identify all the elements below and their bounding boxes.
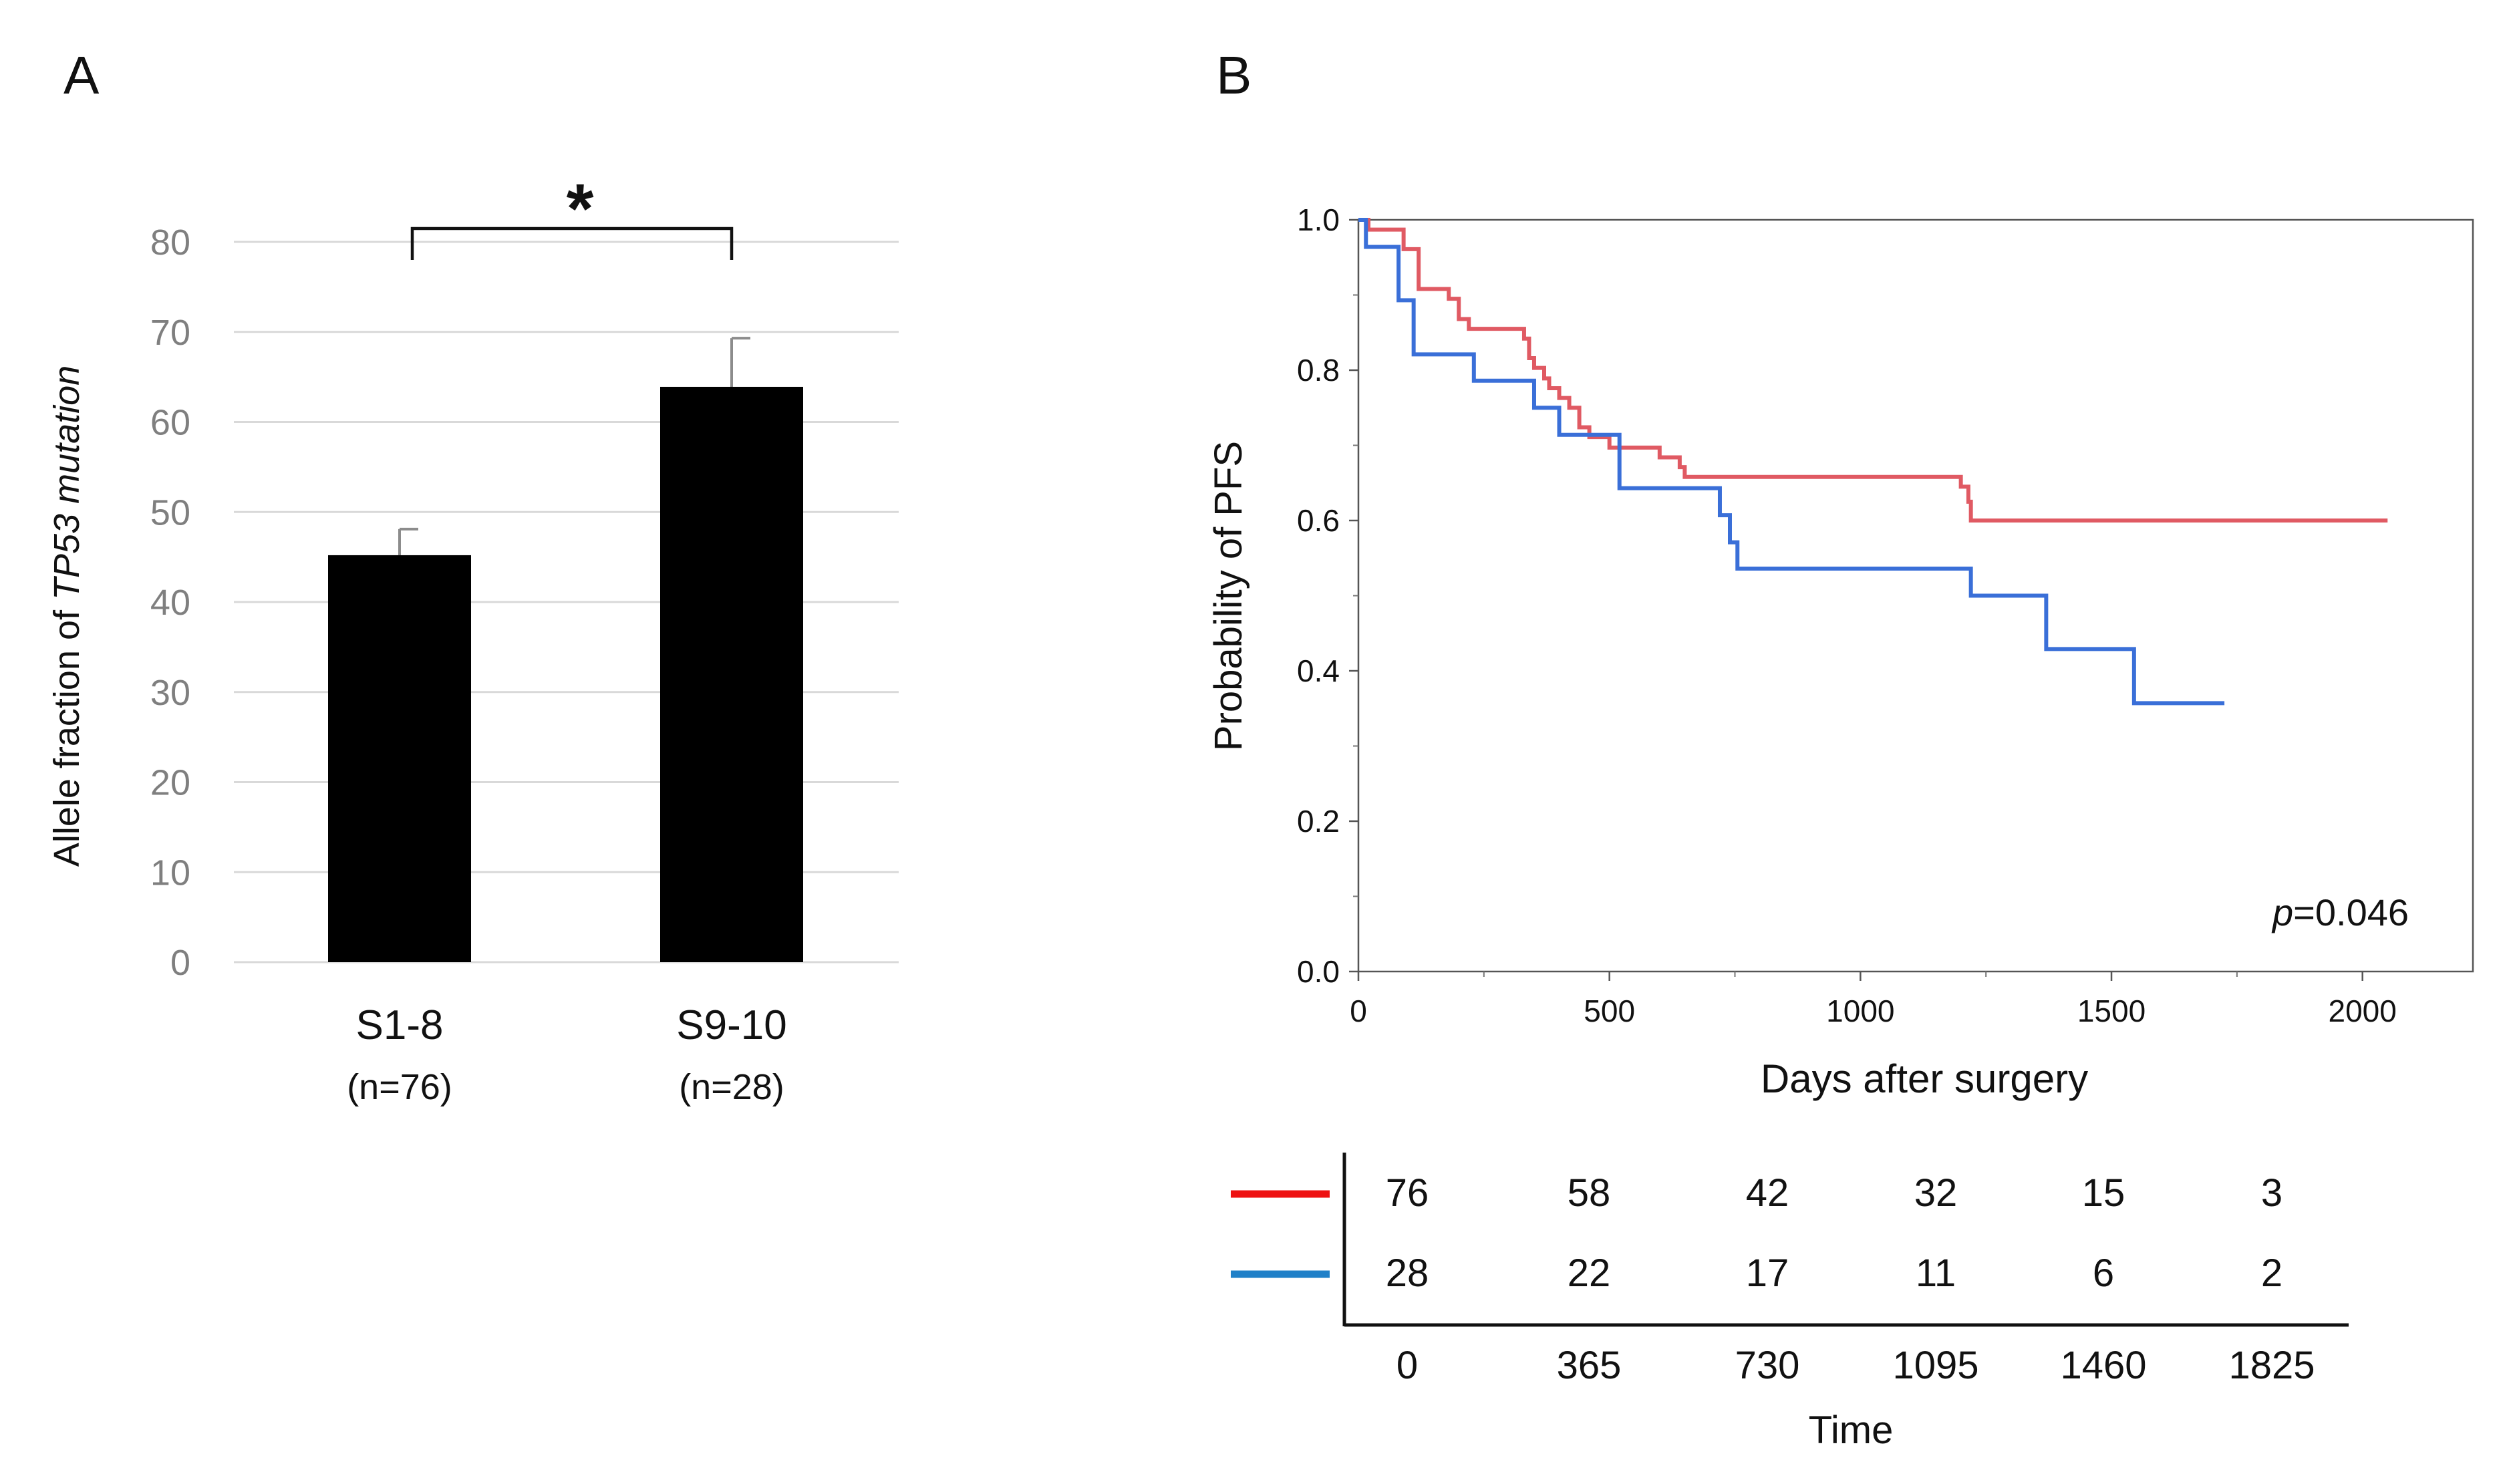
km-x-axis-label: Days after surgery	[1761, 1056, 2088, 1101]
number-at-risk-table: 76 58 42 32 15 3 28 22 17 11 6 2 0 365 730 1095 1460 182…	[1231, 1153, 2349, 1452]
y-tick-label: 1.0	[1297, 202, 1340, 237]
y-tick-label: 80	[150, 222, 190, 263]
risk-count: 42	[1746, 1171, 1789, 1215]
category-sublabel: (n=28)	[679, 1067, 784, 1107]
y-tick-label: 60	[150, 403, 190, 443]
y-tick-label: 0.4	[1297, 653, 1340, 688]
bar-chart-category-labels: S1-8 (n=76) S9-10 (n=28)	[347, 1002, 787, 1107]
risk-table-x-label: Time	[1809, 1408, 1894, 1452]
category-label: S1-8	[356, 1002, 444, 1048]
p-value-symbol: p	[2271, 891, 2293, 933]
km-survival-curves	[1358, 218, 2388, 706]
p-value-number: =0.046	[2293, 891, 2409, 933]
category-label: S9-10	[676, 1002, 786, 1048]
risk-count: 32	[1914, 1171, 1958, 1215]
risk-time-label: 1825	[2228, 1344, 2315, 1387]
km-y-axis-label: Probability of PFS	[1207, 441, 1250, 751]
risk-count: 58	[1568, 1171, 1611, 1215]
risk-time-label: 730	[1735, 1344, 1800, 1387]
risk-count: 11	[1916, 1251, 1956, 1295]
y-tick-label: 0.6	[1297, 503, 1340, 538]
risk-time-label: 1095	[1892, 1344, 1978, 1387]
km-p-value: p=0.046	[2271, 891, 2409, 933]
risk-count: 28	[1386, 1251, 1429, 1295]
y-tick-label: 0.0	[1297, 954, 1340, 989]
risk-time-label: 365	[1557, 1344, 1622, 1387]
x-tick-label: 500	[1584, 994, 1635, 1028]
bar-chart-y-axis-label: Allele fraction of TP53 mutation	[47, 365, 87, 867]
category-sublabel: (n=76)	[347, 1067, 452, 1107]
risk-count: 17	[1746, 1251, 1789, 1295]
y-tick-label: 40	[150, 583, 190, 623]
bar-chart-bars	[328, 337, 803, 962]
risk-count: 76	[1386, 1171, 1429, 1215]
x-tick-label: 0	[1350, 994, 1367, 1028]
x-tick-label: 2000	[2329, 994, 2397, 1028]
bar-chart-y-tick-labels: 0 10 20 30 40 50 60 70 80	[150, 222, 190, 983]
y-tick-label: 10	[150, 853, 190, 893]
km-curve-s1-8	[1358, 218, 2388, 523]
panel-label-b: B	[1216, 45, 1251, 105]
km-chart-panel-b: 0.0 0.2 0.4 0.6 0.8 1.0 0 500 1000 1500 2000 Days …	[1207, 202, 2474, 1101]
bar	[328, 555, 471, 962]
significance-bracket: *	[410, 170, 734, 260]
y-tick-label: 0.8	[1297, 353, 1340, 388]
km-curve-s9-10	[1358, 218, 2225, 706]
y-tick-label: 70	[150, 313, 190, 353]
risk-time-label: 0	[1396, 1344, 1418, 1387]
risk-count: 6	[2093, 1251, 2114, 1295]
y-tick-label: 20	[150, 763, 190, 803]
risk-table-rows: 76 58 42 32 15 3 28 22 17 11 6 2	[1231, 1171, 2282, 1295]
risk-time-label: 1460	[2060, 1344, 2146, 1387]
km-axis-ticks: 0.0 0.2 0.4 0.6 0.8 1.0 0 500 1000 1500 2000	[1297, 202, 2397, 1028]
risk-count: 15	[2082, 1171, 2125, 1215]
risk-count: 2	[2261, 1251, 2282, 1295]
y-axis-label-prefix: Allele fraction of	[47, 600, 87, 867]
x-tick-label: 1000	[1826, 994, 1894, 1028]
y-tick-label: 30	[150, 673, 190, 713]
significance-bracket-line	[410, 227, 734, 260]
risk-count: 3	[2261, 1171, 2282, 1215]
y-tick-label: 0.2	[1297, 804, 1340, 839]
y-tick-label: 0	[170, 943, 190, 983]
risk-count: 22	[1568, 1251, 1611, 1295]
y-axis-label-gene: TP53 mutation	[47, 365, 87, 600]
risk-table-time-labels: 0 365 730 1095 1460 1825	[1396, 1344, 2315, 1387]
x-tick-label: 1500	[2077, 994, 2146, 1028]
y-tick-label: 50	[150, 492, 190, 533]
bar	[660, 386, 803, 962]
significance-star: *	[567, 170, 594, 248]
panel-label-a: A	[63, 45, 100, 105]
